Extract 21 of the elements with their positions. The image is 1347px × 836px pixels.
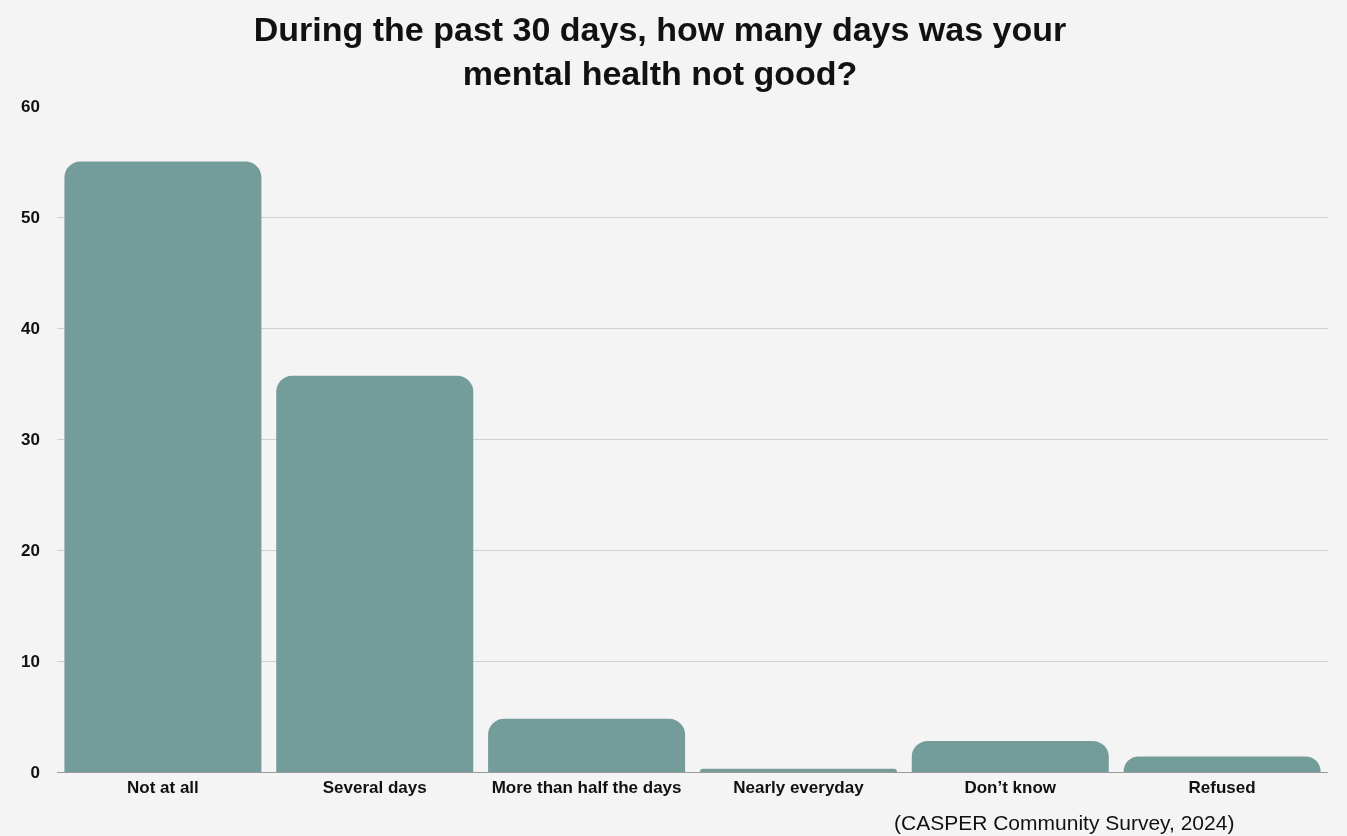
bar bbox=[911, 740, 1109, 772]
x-tick-label: Don’t know bbox=[964, 778, 1057, 798]
x-tick-label: Nearly everyday bbox=[733, 778, 865, 798]
y-tick-label: 60 bbox=[21, 96, 40, 116]
y-tick-label: 0 bbox=[30, 762, 40, 782]
bar bbox=[64, 161, 262, 772]
x-tick-label: Not at all bbox=[127, 778, 199, 798]
text: (CASPER Community Survey, 2024) bbox=[894, 811, 1235, 834]
bar bbox=[276, 375, 474, 772]
bar bbox=[1123, 756, 1321, 772]
y-tick-label: 50 bbox=[21, 207, 40, 227]
y-tick-label: 30 bbox=[21, 429, 40, 449]
bar bbox=[488, 718, 686, 772]
y-tick-label: 40 bbox=[21, 318, 40, 338]
y-tick-label: 10 bbox=[21, 651, 40, 671]
x-tick-label: More than half the days bbox=[491, 778, 682, 798]
chart-title: During the past 30 days, how many days was your mental health not good? bbox=[253, 9, 1067, 92]
x-tick-label: Refused bbox=[1188, 778, 1256, 798]
y-tick-label: 20 bbox=[21, 540, 40, 560]
x-tick-label: Several days bbox=[322, 778, 427, 798]
bar bbox=[699, 768, 897, 772]
